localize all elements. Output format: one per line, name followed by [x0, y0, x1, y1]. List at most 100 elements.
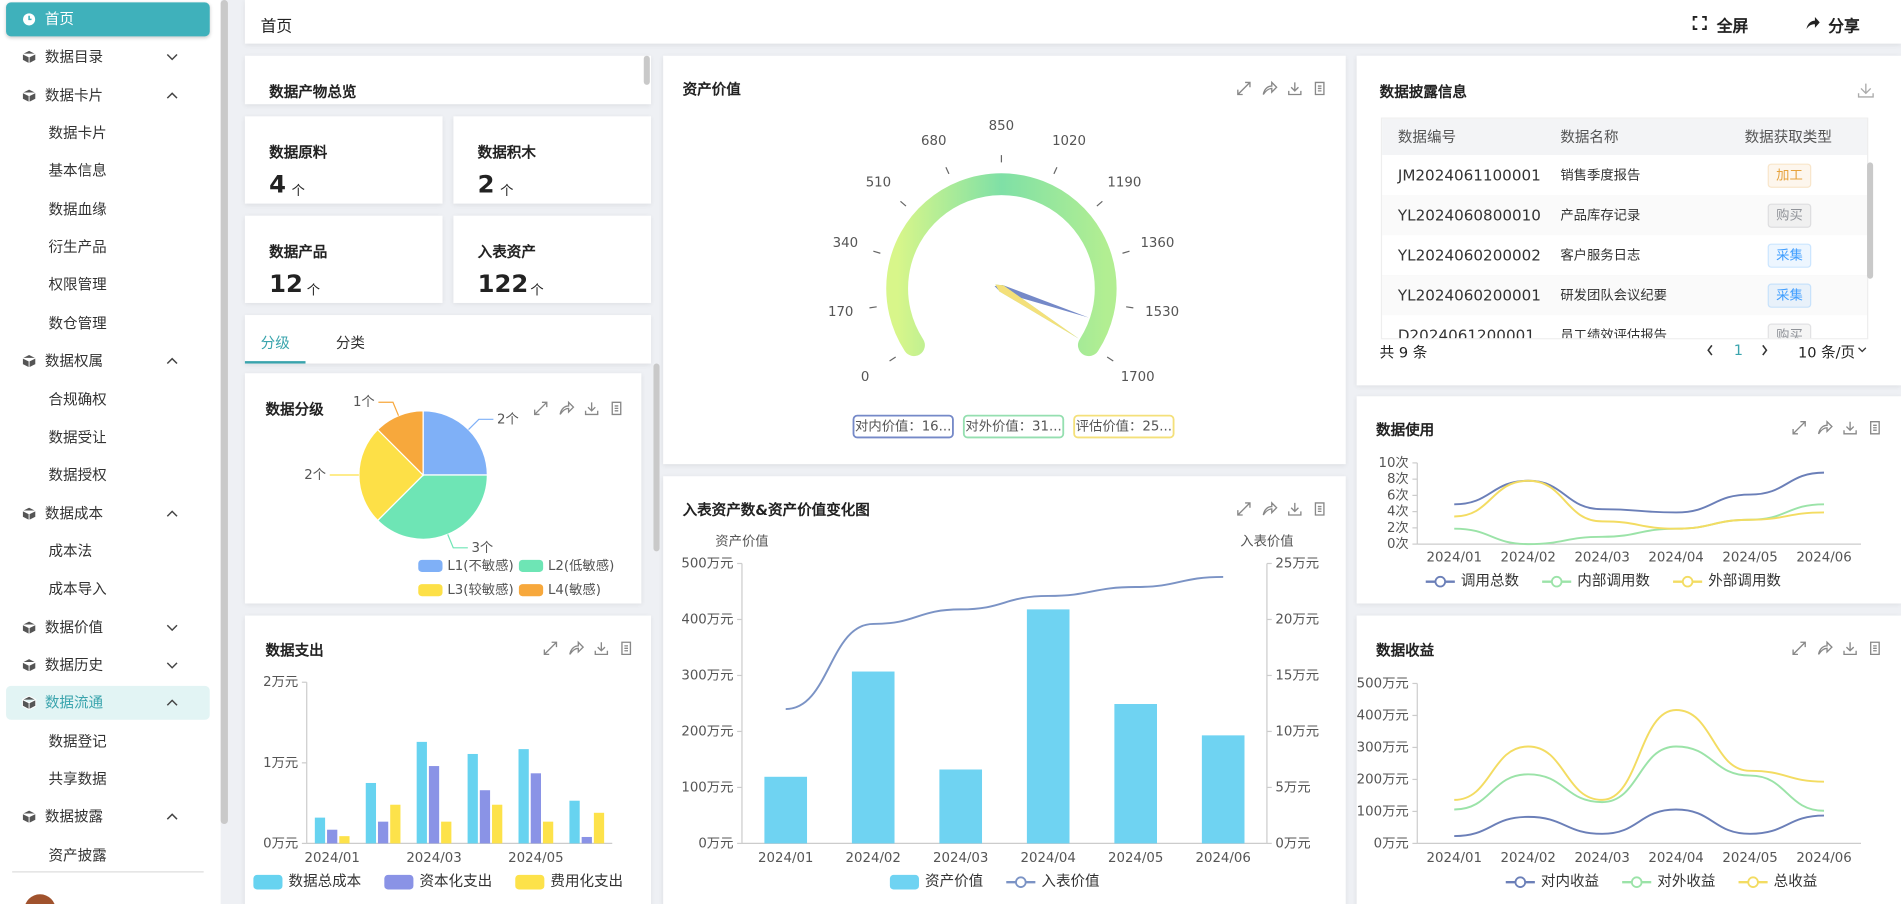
chart-title: 数据使用: [1376, 421, 1435, 439]
chevron-shape: [166, 91, 178, 99]
nav-subitem[interactable]: 衍生产品: [6, 230, 210, 264]
nav-label: 成本法: [48, 542, 93, 560]
nav-label: 首页: [44, 10, 74, 28]
chevron-shape: [166, 509, 178, 517]
tab[interactable]: 分级: [260, 334, 290, 352]
overview-title: 数据产物总览: [269, 83, 357, 101]
nav-icon: [21, 354, 37, 369]
table-header: 数据编号 数据名称 数据获取类型: [1382, 118, 1868, 156]
nav-item[interactable]: 首页: [6, 2, 210, 37]
expense-card: 数据支出: [244, 615, 652, 904]
nav-label: 合规确权: [48, 390, 107, 408]
page-number[interactable]: 1: [1733, 341, 1743, 359]
nav-item[interactable]: 数据流通: [6, 686, 210, 721]
pie-card: 数据分级: [244, 373, 642, 604]
nav-subitem[interactable]: 数仓管理: [6, 306, 210, 340]
stat-card: 入表资产 122 个: [453, 215, 652, 303]
table-row: YL2024060200001 研发团队会议纪要 采集: [1382, 275, 1868, 317]
nav-icon: [21, 809, 37, 825]
cell: D2024061200001: [1397, 325, 1535, 340]
nav-subitem[interactable]: 合规确权: [6, 382, 210, 416]
nav-label: 基本信息: [48, 162, 107, 180]
nav-label: 数据权属: [44, 352, 104, 370]
stat-card: 数据产品 12 个: [244, 215, 443, 303]
stat-unit: 个: [306, 282, 321, 299]
nav-subitem[interactable]: 数据受让: [6, 420, 210, 454]
nav-label: 数据登记: [48, 732, 107, 750]
chevron-shape: [166, 813, 178, 821]
page-size[interactable]: 10 条/页: [1797, 344, 1856, 362]
nav-label: 数据目录: [44, 48, 104, 66]
header: 首页 全屏 分享: [244, 0, 1901, 44]
nav-subitem[interactable]: 成本导入: [6, 572, 210, 606]
nav-label: 资产披露: [48, 846, 107, 864]
scrollbar[interactable]: [1867, 162, 1874, 279]
page-title: 首页: [260, 18, 293, 37]
chevron: [166, 662, 178, 669]
nav-label: 数据血缘: [48, 200, 107, 218]
nav-subitem[interactable]: 资产披露: [6, 838, 210, 872]
table-card: 数据披露信息数据编号 数据名称 数据获取类型 JM2024061100001 销售季度报…: [1356, 55, 1901, 386]
nav-label: 数据成本: [44, 504, 104, 522]
cell: YL2024060200002: [1397, 245, 1541, 265]
cell: 员工绩效评估报告: [1560, 327, 1668, 340]
nav-icon: [21, 657, 37, 673]
cell: 研发团队会议纪要: [1560, 287, 1668, 303]
nav-label: 数据卡片: [44, 86, 104, 104]
nav-label: 数据价值: [44, 618, 104, 636]
icon-shape: [21, 354, 37, 369]
icon-shape: [21, 506, 37, 521]
cell: JM2024061100001: [1397, 166, 1541, 185]
avatar[interactable]: [24, 894, 56, 904]
scrollbar[interactable]: [220, 0, 228, 825]
nav-subitem[interactable]: 数据授权: [6, 458, 210, 492]
scrollbar[interactable]: [653, 363, 660, 552]
fullscreen-icon[interactable]: [1692, 15, 1707, 31]
stat-card: 数据原料 4 个: [244, 116, 443, 204]
combo-card: 入表资产数&资产价值变化图: [663, 476, 1346, 904]
nav-subitem[interactable]: 数据卡片: [6, 116, 210, 150]
table-title: 数据披露信息: [1379, 83, 1467, 101]
chart-title: 资产价值: [682, 81, 741, 99]
chart-title: 数据分级: [265, 401, 324, 419]
chevron: [166, 624, 178, 631]
nav-item[interactable]: 数据历史: [6, 648, 210, 682]
nav-subitem[interactable]: 共享数据: [6, 762, 210, 796]
share-icon[interactable]: [1805, 16, 1820, 31]
nav-subitem[interactable]: 基本信息: [6, 154, 210, 188]
icon-shape: [21, 620, 37, 635]
chevron: [166, 509, 178, 517]
table-row: JM2024061100001 销售季度报告 加工: [1382, 155, 1868, 197]
nav-subitem[interactable]: 成本法: [6, 534, 210, 568]
fullscreen-button[interactable]: 全屏: [1716, 18, 1749, 37]
nav-item[interactable]: 数据披露: [6, 800, 210, 834]
nav-subitem[interactable]: 权限管理: [6, 268, 210, 302]
type-tag: 购买: [1767, 323, 1812, 339]
nav-subitem[interactable]: 数据登记: [6, 724, 210, 758]
icon-shape: [28, 15, 32, 21]
icon-shape: [21, 657, 37, 673]
tab[interactable]: 分类: [335, 334, 365, 352]
sidebar: 首页 数据目录 数据卡片 数据卡片 基本信息 数据血缘 衍生产品 权限管理 数仓管理 数据权属 合规…: [0, 0, 221, 904]
nav-label: 权限管理: [48, 276, 107, 294]
table: 数据编号 数据名称 数据获取类型 JM2024061100001 销售季度报告 加工 YL2…: [1380, 117, 1869, 340]
cell: YL2024060800010: [1397, 206, 1541, 225]
nav-icon: [21, 50, 37, 65]
type-tag: 采集: [1767, 283, 1812, 308]
share-button[interactable]: 分享: [1828, 18, 1860, 37]
chevron: [166, 699, 178, 707]
nav-item[interactable]: 数据权属: [6, 344, 210, 378]
nav-icon: [21, 620, 37, 635]
nav-item[interactable]: 数据价值: [6, 610, 210, 644]
nav-subitem[interactable]: 数据血缘: [6, 192, 210, 226]
nav-label: 数据卡片: [48, 124, 107, 142]
nav-item[interactable]: 数据成本: [6, 496, 210, 530]
scrollbar[interactable]: [643, 55, 650, 85]
stat-value: 122: [477, 269, 529, 299]
cell: 客户服务日志: [1560, 247, 1641, 263]
nav-label: 数据历史: [44, 656, 104, 674]
nav-item[interactable]: 数据卡片: [6, 78, 210, 112]
nav-label: 衍生产品: [48, 238, 107, 256]
nav-item[interactable]: 数据目录: [6, 40, 210, 74]
table-total: 共 9 条: [1379, 344, 1428, 362]
